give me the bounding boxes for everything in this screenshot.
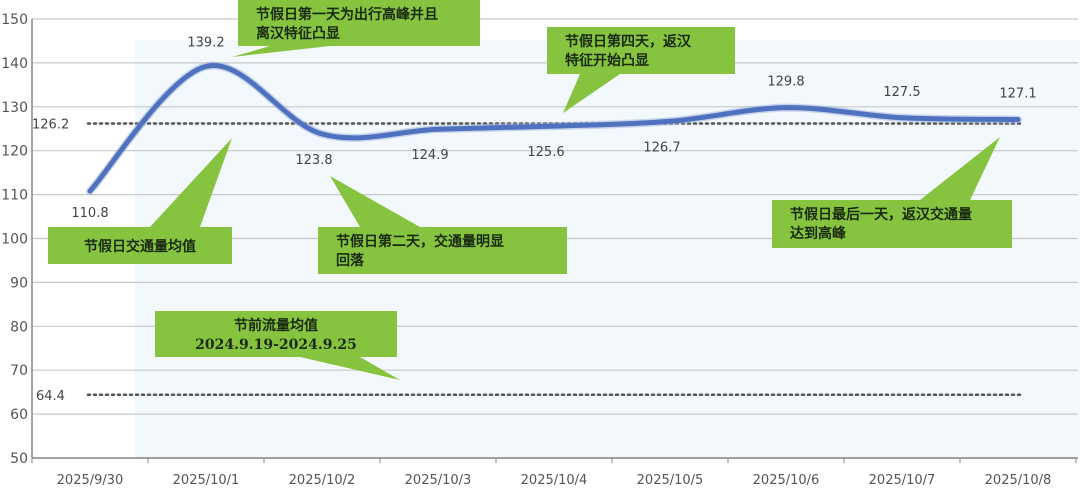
callout-text: 节假日第二天，交通量明显 [336, 233, 504, 250]
x-tick-label: 2025/10/5 [637, 473, 704, 488]
callout-text: 节假日交通量均值 [84, 238, 196, 255]
callout-box [238, 0, 480, 46]
y-tick-label: 100 [1, 232, 28, 248]
x-tick-label: 2025/10/6 [753, 473, 820, 488]
data-label: 139.2 [187, 35, 224, 50]
callout-text: 节假日第四天，返汉 [565, 33, 692, 50]
callout-text: 达到高峰 [790, 225, 847, 242]
y-tick-label: 110 [1, 188, 28, 204]
y-tick-label: 50 [10, 451, 28, 467]
x-tick-label: 2025/10/1 [173, 473, 240, 488]
y-tick-label: 90 [10, 275, 28, 291]
data-label: 127.1 [999, 87, 1036, 102]
x-tick-label: 2025/10/8 [985, 473, 1052, 488]
callout-pointer [563, 74, 620, 113]
callout-box [318, 227, 567, 274]
callout-box [48, 227, 232, 264]
callout-box [772, 200, 1012, 248]
callout-pointer [150, 138, 232, 227]
x-tick-label: 2025/10/4 [521, 473, 588, 488]
x-tick-label: 2025/10/7 [869, 473, 936, 488]
annotation-callout: 节前流量均值 2024.9.19-2024.9.25 [155, 311, 400, 380]
callout-pointer [232, 46, 330, 57]
plot-background [135, 40, 1080, 458]
callout-text: 回落 [336, 252, 365, 269]
y-tick-label: 140 [1, 56, 28, 72]
reference-line-label: 126.2 [32, 117, 69, 132]
y-tick-label: 60 [10, 407, 28, 423]
x-tick-label: 2025/10/3 [405, 473, 472, 488]
callout-text: 节假日第一天为出行高峰并且 [256, 6, 438, 23]
data-label: 124.9 [411, 148, 448, 163]
callout-text: 节假日最后一天，返汉交通量 [790, 206, 972, 223]
data-label: 123.8 [295, 153, 332, 168]
x-tick-label: 2025/9/30 [57, 473, 124, 488]
annotation-callout: 节假日交通量均值 [48, 138, 232, 264]
callout-pointer [300, 357, 400, 380]
y-tick-label: 120 [1, 144, 28, 160]
reference-line-label: 64.4 [36, 389, 65, 404]
callout-box [547, 27, 735, 74]
data-label: 126.7 [643, 140, 680, 155]
callout-text: 特征开始凸显 [565, 52, 649, 69]
y-tick-label: 150 [1, 12, 28, 28]
data-label: 125.6 [527, 145, 564, 160]
y-tick-label: 130 [1, 100, 28, 116]
data-label: 110.8 [71, 206, 108, 221]
data-label: 129.8 [767, 75, 804, 90]
x-tick-label: 2025/10/2 [289, 473, 356, 488]
callout-pointer [330, 176, 420, 227]
callout-box [155, 311, 397, 357]
series-line [87, 63, 1021, 194]
callout-pointer [920, 137, 1000, 200]
data-label: 127.5 [883, 85, 920, 100]
y-tick-label: 70 [10, 363, 28, 379]
callout-text: 离汉特征凸显 [256, 25, 340, 42]
callout-text: 2024.9.19-2024.9.25 [195, 337, 357, 353]
y-tick-label: 80 [10, 319, 28, 335]
callout-text: 节前流量均值 [234, 317, 318, 334]
